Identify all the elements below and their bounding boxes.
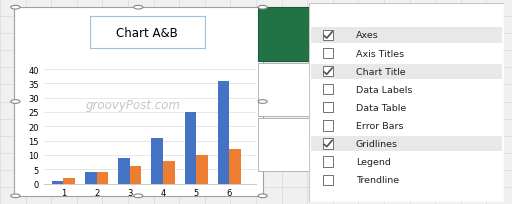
FancyBboxPatch shape	[323, 175, 333, 185]
Bar	[196, 155, 208, 184]
Bar	[152, 138, 163, 184]
FancyBboxPatch shape	[323, 103, 333, 113]
Text: Axes: Axes	[356, 31, 379, 40]
FancyBboxPatch shape	[323, 139, 333, 149]
Text: Chart Title: Chart Title	[356, 67, 406, 76]
FancyBboxPatch shape	[311, 28, 502, 43]
Bar	[130, 166, 141, 184]
FancyBboxPatch shape	[323, 49, 333, 59]
FancyBboxPatch shape	[258, 63, 314, 116]
Text: Data Table: Data Table	[356, 103, 406, 112]
Bar	[52, 181, 63, 184]
FancyBboxPatch shape	[323, 121, 333, 131]
FancyBboxPatch shape	[323, 157, 333, 167]
Text: groovyPost.com: groovyPost.com	[86, 99, 180, 112]
Bar	[97, 172, 108, 184]
Text: Chart A&B: Chart A&B	[116, 27, 178, 40]
Text: Data Labels: Data Labels	[356, 85, 412, 94]
Bar	[229, 150, 241, 184]
Bar	[118, 158, 130, 184]
Bar	[185, 112, 196, 184]
Text: Trendline: Trendline	[356, 175, 399, 184]
Bar	[163, 161, 175, 184]
FancyBboxPatch shape	[323, 85, 333, 95]
FancyBboxPatch shape	[311, 136, 502, 151]
FancyBboxPatch shape	[323, 31, 333, 41]
Text: Error Bars: Error Bars	[356, 121, 403, 130]
FancyBboxPatch shape	[258, 118, 314, 171]
Text: Legend: Legend	[356, 157, 391, 166]
Bar	[218, 81, 229, 184]
Text: Gridlines: Gridlines	[356, 139, 398, 148]
FancyBboxPatch shape	[309, 4, 504, 202]
FancyBboxPatch shape	[311, 64, 502, 79]
FancyBboxPatch shape	[258, 8, 314, 61]
Bar	[63, 178, 75, 184]
Text: Chart Elements: Chart Elements	[325, 15, 415, 25]
Bar	[85, 172, 97, 184]
Text: Axis Titles: Axis Titles	[356, 49, 404, 58]
FancyBboxPatch shape	[323, 67, 333, 77]
